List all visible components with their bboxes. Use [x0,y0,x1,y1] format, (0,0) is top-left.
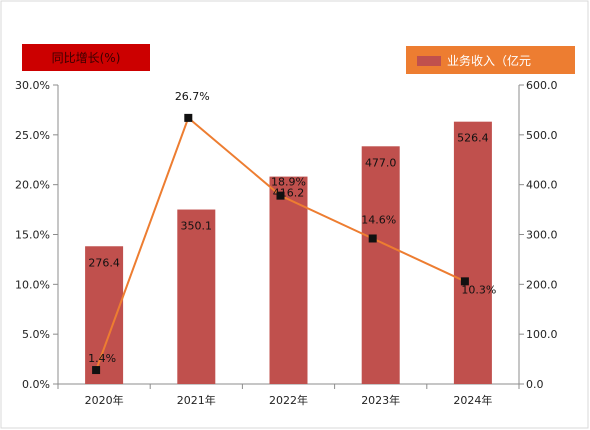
x-tick-label: 2023年 [361,393,400,407]
line-marker [92,366,101,375]
bar [177,209,216,384]
legend-line-series: 同比增长(%) [22,44,150,71]
left-tick-label: 5.0% [22,328,50,341]
bar-value-label: 526.4 [457,132,489,145]
line-marker [184,113,193,122]
right-tick-label: 400.0 [526,179,558,192]
line-value-label: 10.3% [461,283,496,296]
left-tick-label: 20.0% [15,179,50,192]
x-tick-label: 2024年 [453,393,492,407]
line-marker [460,277,469,286]
bar-value-label: 276.4 [88,256,120,269]
data-labels: 276.4 350.1 416.2 477.0 526.4 1.4% 26.7% 18.9% 1… [88,90,496,365]
line-marker [368,234,377,243]
x-tick-label: 2020年 [85,393,124,407]
line-series [92,113,469,375]
x-tick-label: 2022年 [269,393,308,407]
right-tick-label: 500.0 [526,129,558,142]
legend-bar-series: 业务收入（亿元 [406,46,575,74]
line-value-label: 1.4% [88,352,116,365]
line-value-label: 18.9% [271,176,306,189]
left-tick-label: 25.0% [15,129,50,142]
left-tick-label: 0.0% [22,378,50,391]
bar [361,146,400,384]
right-tick-label: 600.0 [526,79,558,92]
legend-bar-label: 业务收入（亿元 [447,53,531,68]
bar [453,121,492,384]
line-value-label: 14.6% [361,213,396,226]
axes: 0.0% 5.0% 10.0% 15.0% 20.0% 25.0% 30.0% 0.0 100.… [15,79,557,407]
left-tick-label: 10.0% [15,278,50,291]
bar [269,176,308,384]
bar-value-label: 477.0 [365,156,397,169]
line-value-label: 26.7% [175,90,210,103]
right-tick-label: 300.0 [526,229,558,242]
legend-line-box [22,44,150,71]
right-tick-label: 0.0 [526,378,544,391]
bar-value-label: 416.2 [273,187,305,200]
bar-value-label: 350.1 [181,220,213,233]
legend-bar-swatch [417,56,441,66]
left-tick-label: 15.0% [15,229,50,242]
right-tick-label: 200.0 [526,278,558,291]
right-tick-label: 100.0 [526,328,558,341]
left-tick-label: 30.0% [15,79,50,92]
x-tick-label: 2021年 [177,393,216,407]
legend-line-label: 同比增长(%) [52,51,121,65]
bar-series [85,121,492,384]
line-marker [276,191,285,200]
